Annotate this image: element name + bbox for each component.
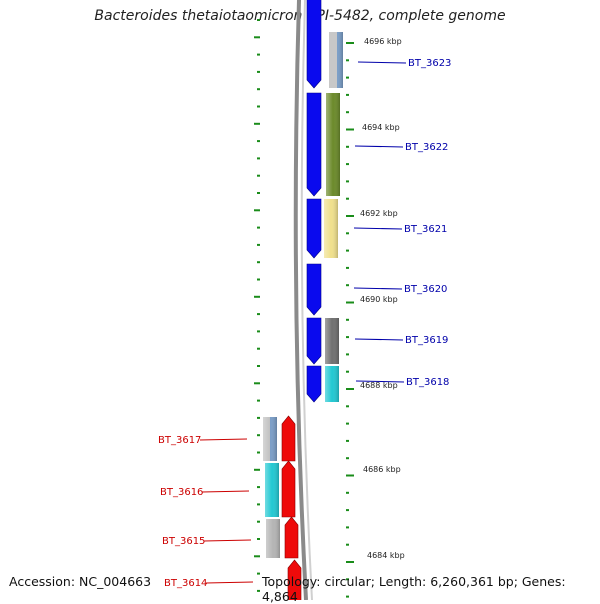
forward-gene-arrow[interactable] — [306, 317, 322, 365]
forward-gene-label[interactable]: BT_3618 — [406, 377, 449, 388]
forward-gene-label[interactable]: BT_3622 — [405, 142, 448, 153]
scale-label: 4690 kbp — [360, 295, 398, 304]
gene-label-leader — [203, 539, 252, 542]
accession-text: Accession: NC_004663 — [9, 574, 152, 589]
gene-label-leader — [353, 287, 403, 290]
cog-shading — [325, 366, 339, 402]
forward-gene-arrow[interactable] — [306, 198, 322, 259]
label-layer: BT_3623 BT_3622 BT_3621 BT_3620 BT_3619 BT_36… — [158, 58, 451, 589]
forward-gene-arrow[interactable] — [306, 92, 322, 197]
cog-shading — [326, 93, 340, 196]
scale-label: 4694 kbp — [362, 123, 400, 132]
gene-layer — [281, 0, 322, 600]
gene-label-leader — [201, 490, 250, 493]
cog-shading — [266, 519, 280, 558]
reverse-gene-label[interactable]: BT_3615 — [162, 536, 205, 547]
forward-gene-label[interactable]: BT_3623 — [408, 58, 451, 69]
cog-category-layer — [263, 32, 343, 558]
gene-label-leader — [205, 581, 254, 584]
gene-label-leader — [355, 380, 405, 383]
right-ruler — [346, 42, 354, 598]
reverse-gene-arrow[interactable] — [281, 415, 296, 462]
cog-block-secondary — [329, 32, 337, 88]
cog-shading — [265, 463, 279, 517]
forward-gene-arrow[interactable] — [306, 365, 322, 403]
reverse-gene-label[interactable]: BT_3614 — [164, 578, 207, 589]
scale-label: 4696 kbp — [364, 37, 402, 46]
backbone-inner — [300, 0, 313, 600]
scale-labels: 4696 kbp 4694 kbp 4692 kbp 4690 kbp 4688 kbp… — [360, 37, 405, 560]
gene-label-leader — [354, 145, 404, 148]
gene-label-leader — [199, 438, 248, 441]
reverse-gene-arrow[interactable] — [281, 460, 296, 518]
scale-label: 4692 kbp — [360, 209, 398, 218]
gene-label-leader — [357, 61, 407, 64]
reverse-gene-arrow[interactable] — [284, 516, 299, 559]
scale-label: 4686 kbp — [363, 465, 401, 474]
forward-gene-arrow[interactable] — [306, 263, 322, 316]
cog-shading — [263, 417, 277, 461]
reverse-gene-label[interactable]: BT_3617 — [158, 435, 201, 446]
cog-shading — [324, 199, 338, 258]
reverse-gene-label[interactable]: BT_3616 — [160, 487, 203, 498]
gene-label-leader — [354, 338, 404, 341]
forward-gene-label[interactable]: BT_3620 — [404, 284, 447, 295]
left-ruler — [254, 19, 260, 592]
gene-label-leader — [353, 227, 403, 230]
forward-gene-label[interactable]: BT_3621 — [404, 224, 447, 235]
scale-label: 4684 kbp — [367, 551, 405, 560]
forward-gene-arrow[interactable] — [306, 0, 322, 89]
backbone-outer — [293, 0, 308, 600]
forward-gene-label[interactable]: BT_3619 — [405, 335, 448, 346]
reverse-gene-arrow[interactable] — [287, 559, 302, 600]
cog-shading — [325, 318, 339, 364]
scale-label: 4688 kbp — [360, 381, 398, 390]
